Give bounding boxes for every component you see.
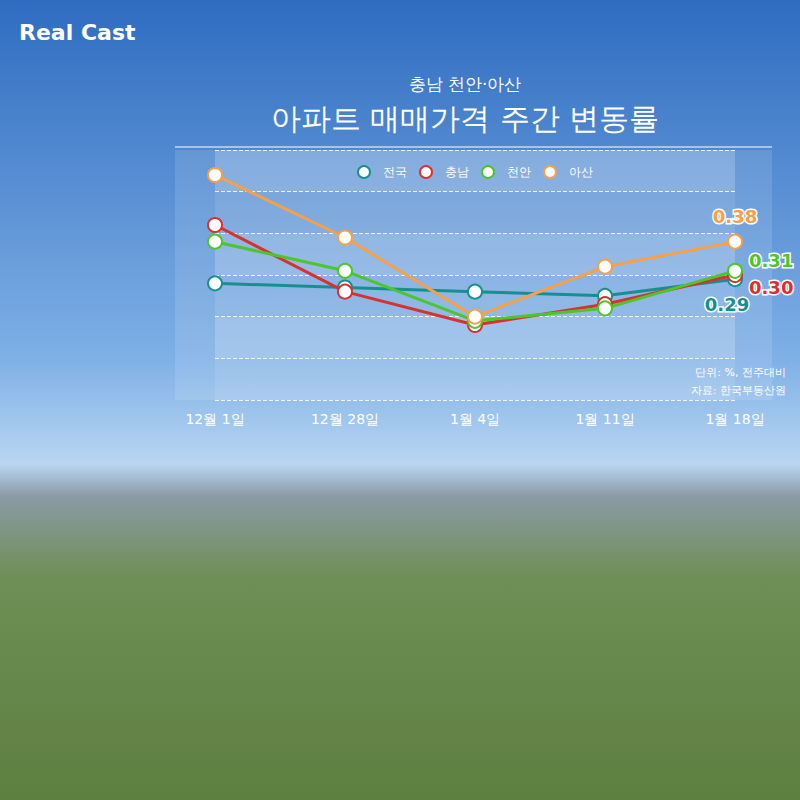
svg-text:Real Cast: Real Cast bbox=[19, 20, 136, 45]
svg-text:전국: 전국 bbox=[383, 165, 407, 179]
svg-text:0.29: 0.29 bbox=[705, 294, 749, 315]
svg-text:충남 천안·아산: 충남 천안·아산 bbox=[409, 74, 522, 94]
svg-text:충남: 충남 bbox=[445, 165, 469, 179]
svg-text:0.31: 0.31 bbox=[749, 250, 793, 271]
svg-text:단위: %, 전주대비: 단위: %, 전주대비 bbox=[695, 366, 786, 379]
svg-text:아산: 아산 bbox=[569, 165, 593, 179]
svg-text:0.38: 0.38 bbox=[713, 206, 757, 227]
svg-text:0.30: 0.30 bbox=[749, 277, 793, 298]
svg-text:1월 4일: 1월 4일 bbox=[450, 411, 500, 427]
svg-text:1월 11일: 1월 11일 bbox=[575, 411, 634, 427]
svg-text:자료: 한국부동산원: 자료: 한국부동산원 bbox=[690, 384, 786, 397]
svg-text:천안: 천안 bbox=[507, 165, 531, 179]
svg-text:12월 1일: 12월 1일 bbox=[185, 411, 244, 427]
svg-text:아파트 매매가격 주간 변동률: 아파트 매매가격 주간 변동률 bbox=[271, 101, 660, 136]
svg-text:1월 18일: 1월 18일 bbox=[705, 411, 764, 427]
svg-text:12월 28일: 12월 28일 bbox=[311, 411, 379, 427]
